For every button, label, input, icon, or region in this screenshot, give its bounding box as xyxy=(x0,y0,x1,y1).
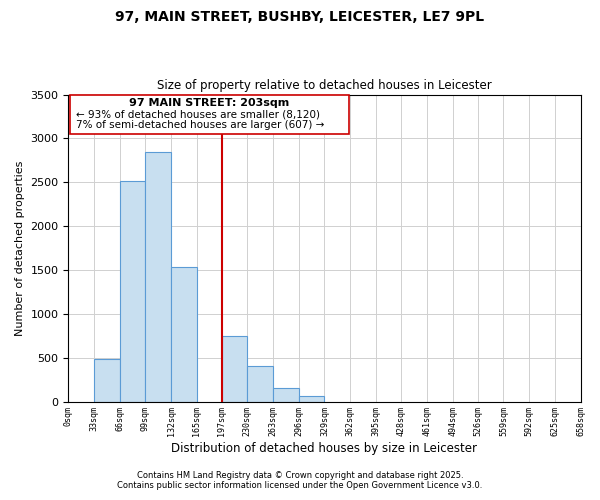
Bar xyxy=(273,388,299,402)
Text: 7% of semi-detached houses are larger (607) →: 7% of semi-detached houses are larger (6… xyxy=(76,120,325,130)
Text: Contains HM Land Registry data © Crown copyright and database right 2025.
Contai: Contains HM Land Registry data © Crown c… xyxy=(118,470,482,490)
Bar xyxy=(247,366,273,402)
Bar xyxy=(222,336,247,402)
X-axis label: Distribution of detached houses by size in Leicester: Distribution of detached houses by size … xyxy=(172,442,478,455)
FancyBboxPatch shape xyxy=(70,96,349,134)
Title: Size of property relative to detached houses in Leicester: Size of property relative to detached ho… xyxy=(157,79,492,92)
Bar xyxy=(94,358,120,402)
Text: ← 93% of detached houses are smaller (8,120): ← 93% of detached houses are smaller (8,… xyxy=(76,110,320,120)
Y-axis label: Number of detached properties: Number of detached properties xyxy=(15,160,25,336)
Bar xyxy=(120,180,145,402)
Text: 97 MAIN STREET: 203sqm: 97 MAIN STREET: 203sqm xyxy=(129,98,289,108)
Bar xyxy=(299,396,325,402)
Text: 97, MAIN STREET, BUSHBY, LEICESTER, LE7 9PL: 97, MAIN STREET, BUSHBY, LEICESTER, LE7 … xyxy=(115,10,485,24)
Bar xyxy=(145,152,171,402)
Bar xyxy=(171,267,197,402)
